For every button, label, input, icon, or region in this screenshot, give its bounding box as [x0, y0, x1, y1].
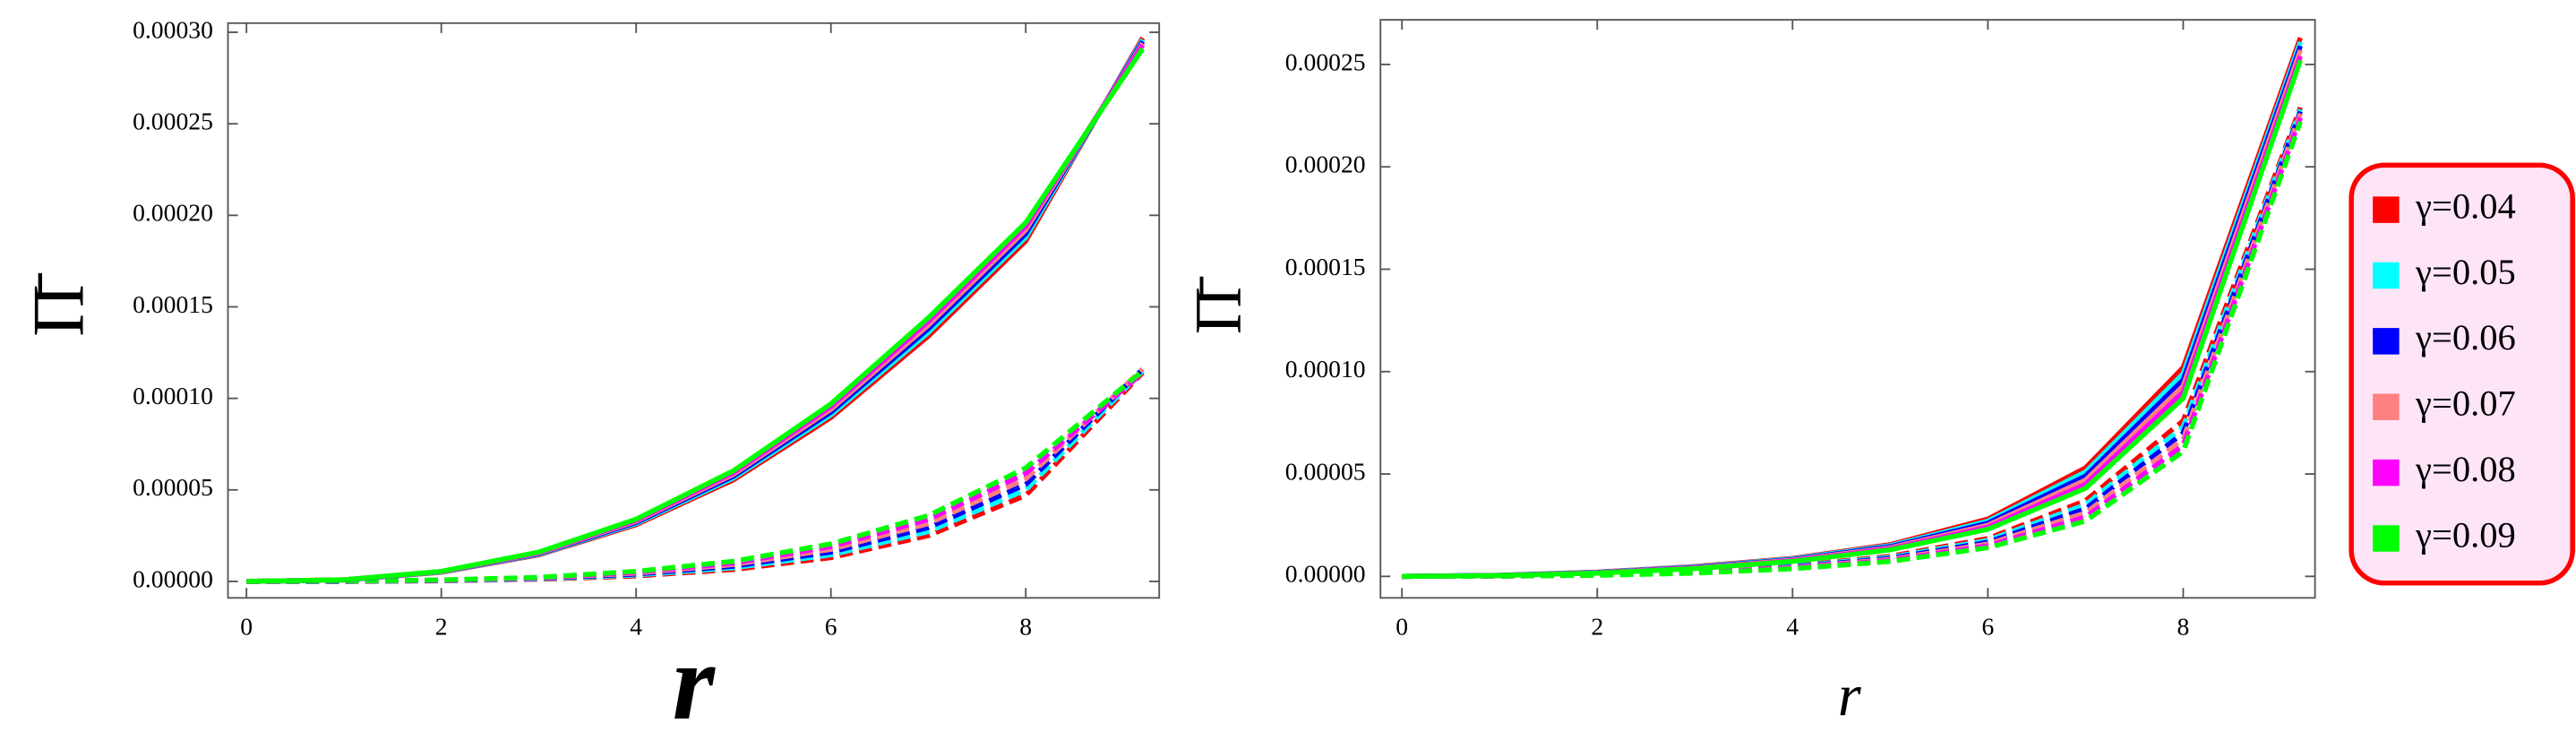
- y-tick-label: 0.00000: [1285, 560, 1366, 588]
- solid-line: [1402, 49, 2303, 580]
- x-tick-label: 4: [1786, 613, 1799, 641]
- x-axis-label: r: [673, 623, 717, 743]
- y-axis-label: Π̄: [1181, 276, 1255, 334]
- y-tick-label: 0.00015: [1285, 253, 1366, 280]
- x-tick-label: 8: [1019, 613, 1032, 641]
- x-tick-label: 0: [1395, 613, 1408, 641]
- legend-swatch: [2373, 328, 2400, 355]
- plot-frame: [227, 22, 1161, 599]
- plot-area: [1402, 37, 2303, 580]
- x-tick-label: 0: [240, 613, 253, 641]
- y-tick-label: 0.00010: [1285, 355, 1366, 383]
- plot-frame: [1379, 19, 2316, 599]
- legend-label: γ=0.08: [2415, 449, 2516, 489]
- x-tick-label: 4: [630, 613, 642, 641]
- dashed-line: [1402, 108, 2303, 580]
- x-tick-label: 6: [1981, 613, 1994, 641]
- legend-swatch: [2373, 196, 2400, 223]
- dashed-line: [1402, 116, 2303, 580]
- legend-label: γ=0.04: [2415, 185, 2516, 226]
- y-tick-label: 0.00025: [133, 108, 213, 135]
- x-tick-label: 2: [1591, 613, 1603, 641]
- y-tick-label: 0.00020: [133, 199, 213, 227]
- x-axis-label: r: [1838, 664, 1862, 729]
- dashed-line: [1402, 112, 2303, 580]
- legend-swatch: [2373, 459, 2400, 486]
- solid-line: [1402, 59, 2303, 580]
- legend-label: γ=0.06: [2415, 317, 2516, 357]
- solid-line: [246, 41, 1146, 584]
- legend: γ=0.04 γ=0.05 γ=0.06 γ=0.07 γ=0.08 γ=0.09: [2348, 162, 2575, 586]
- y-tick-label: 0.00015: [133, 290, 213, 318]
- legend-label: γ=0.07: [2415, 383, 2516, 424]
- solid-line: [1402, 55, 2303, 580]
- solid-line: [1402, 45, 2303, 580]
- x-tick-label: 6: [825, 613, 837, 641]
- x-tick-label: 2: [435, 613, 448, 641]
- solid-line: [1402, 40, 2303, 580]
- legend-label: γ=0.05: [2415, 252, 2516, 292]
- legend-swatch: [2373, 525, 2400, 552]
- solid-line: [1402, 37, 2303, 580]
- y-tick-label: 0.00000: [133, 564, 213, 592]
- x-tick-label: 8: [2177, 613, 2190, 641]
- y-tick-label: 0.00025: [1285, 47, 1366, 75]
- dashed-line: [1402, 110, 2303, 580]
- dashed-line: [246, 368, 1145, 584]
- dashed-line: [1402, 106, 2303, 580]
- dashed-line: [1402, 121, 2303, 580]
- legend-swatch: [2373, 393, 2400, 420]
- plot-area: [246, 36, 1146, 584]
- y-tick-label: 0.00010: [133, 382, 213, 409]
- legend-box: [2348, 162, 2575, 586]
- solid-line: [246, 36, 1146, 584]
- y-tick-label: 0.00030: [133, 15, 213, 43]
- y-axis-label: Π̄: [18, 272, 99, 337]
- y-tick-label: 0.00020: [1285, 151, 1366, 178]
- legend-swatch: [2373, 262, 2400, 289]
- solid-line: [246, 47, 1146, 584]
- legend-label: γ=0.09: [2415, 514, 2516, 555]
- solid-line: [246, 43, 1146, 584]
- y-tick-label: 0.00005: [1285, 457, 1366, 485]
- y-tick-label: 0.00005: [133, 473, 213, 501]
